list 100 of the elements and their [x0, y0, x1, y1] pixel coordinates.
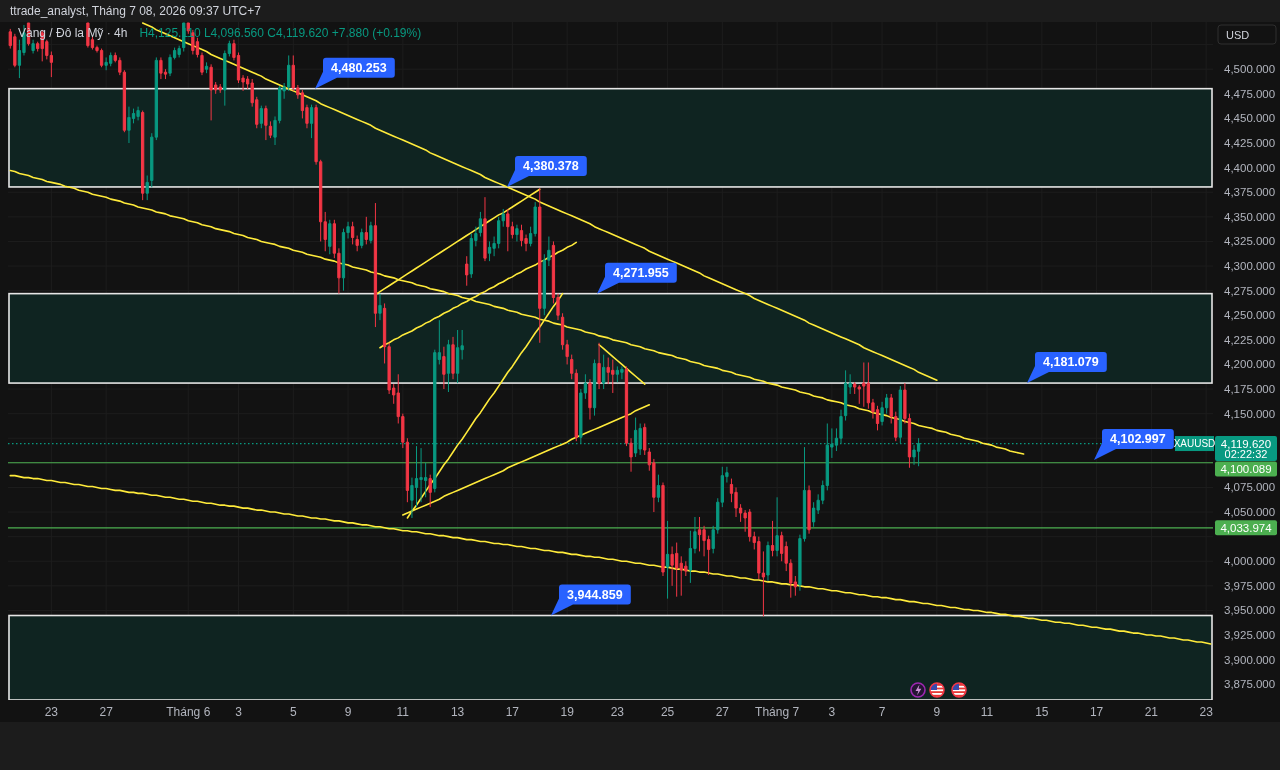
- y-tick-label: 3,875.000: [1224, 678, 1276, 691]
- y-tick-label: 4,250.000: [1224, 309, 1276, 322]
- x-tick-label: 25: [660, 705, 675, 719]
- candlestick: [478, 211, 483, 238]
- candlestick: [127, 106, 131, 144]
- candlestick: [145, 175, 149, 201]
- y-tick-label: 4,425.000: [1224, 137, 1276, 150]
- candlestick: [177, 45, 181, 58]
- x-tick-label: 15: [1035, 705, 1049, 719]
- y-tick-label: 4,175.000: [1224, 383, 1276, 396]
- candlestick: [136, 106, 140, 121]
- candlestick: [373, 202, 378, 328]
- y-tick-label: 4,200.000: [1224, 358, 1276, 371]
- y-tick-label: 4,275.000: [1224, 284, 1276, 297]
- candlestick: [209, 63, 213, 121]
- y-tick-label: 4,375.000: [1224, 186, 1276, 199]
- candlestick: [588, 378, 592, 421]
- x-tick-label: 9: [344, 705, 352, 719]
- x-tick-label: 11: [396, 705, 410, 719]
- x-tick-label: 3: [235, 705, 243, 719]
- x-tick-label: 5: [289, 705, 297, 719]
- annotation: 4,271.955: [613, 265, 669, 280]
- candlestick: [807, 484, 811, 535]
- candlestick: [697, 516, 702, 552]
- x-tick-label: 9: [933, 705, 941, 719]
- candlestick: [218, 83, 222, 94]
- candlestick: [770, 520, 775, 557]
- candlestick: [442, 346, 446, 390]
- candlestick: [483, 196, 487, 262]
- annotation: 4,480.253: [331, 60, 387, 75]
- annotation: 4,102.997: [1110, 431, 1166, 446]
- line-series: [379, 241, 578, 349]
- candlestick: [355, 235, 359, 252]
- candlestick: [268, 120, 273, 139]
- y-tick-label: 4,475.000: [1224, 87, 1276, 100]
- candlestick: [350, 221, 355, 245]
- ref-line-label: 4,119.620: [1220, 437, 1272, 450]
- line-series: [374, 188, 541, 296]
- candlestick: [775, 496, 779, 557]
- y-tick-label: 3,975.000: [1224, 579, 1276, 592]
- candlestick: [378, 293, 382, 321]
- candlestick: [204, 61, 209, 74]
- candlestick: [446, 339, 451, 393]
- y-tick-label: 4,500.000: [1224, 63, 1276, 76]
- candlestick: [597, 342, 601, 390]
- y-tick-label: 4,000.000: [1224, 555, 1276, 568]
- candlestick: [200, 52, 204, 76]
- x-tick-label: 23: [610, 705, 625, 719]
- y-tick-label: 3,950.000: [1224, 604, 1276, 617]
- candlestick: [360, 228, 364, 249]
- candlestick: [519, 224, 524, 247]
- candlestick: [428, 474, 432, 508]
- x-tick-label: 13: [450, 705, 465, 719]
- x-tick-label: Tháng 7: [755, 705, 800, 719]
- candlestick: [515, 224, 519, 242]
- x-tick-label: 21: [1144, 705, 1159, 719]
- candlestick: [665, 520, 670, 600]
- x-tick-label: 23: [44, 705, 59, 719]
- text: ttrade_analyst, Tháng 7 08, 2026 09:37 UTC+7: [10, 4, 262, 18]
- candlestick: [843, 369, 848, 422]
- x-tick-label: 17: [505, 705, 520, 719]
- y-axis-title: USD: [1226, 28, 1250, 41]
- y-tick-label: 4,400.000: [1224, 161, 1276, 174]
- candlestick: [141, 110, 145, 201]
- x-tick-label: 17: [1089, 705, 1104, 719]
- y-tick-label: 3,925.000: [1224, 629, 1276, 642]
- candlestick: [766, 541, 770, 582]
- candlestick: [538, 187, 542, 344]
- y-tick-label: 3,900.000: [1224, 653, 1276, 666]
- y-tick-label: 4,300.000: [1224, 260, 1276, 273]
- x-tick-label: 27: [715, 705, 730, 719]
- text: 02:22:32: [1224, 448, 1268, 461]
- candlestick: [465, 255, 469, 287]
- candlestick: [620, 365, 624, 380]
- y-tick-label: 4,050.000: [1224, 506, 1276, 519]
- x-tick-label: 19: [560, 705, 575, 719]
- x-tick-label: 27: [99, 705, 114, 719]
- y-tick-label: 4,450.000: [1224, 112, 1276, 125]
- candlestick: [369, 221, 373, 244]
- candlestick: [264, 105, 268, 141]
- annotation: 3,944.859: [567, 587, 623, 602]
- line-series: [9, 474, 1212, 645]
- candlestick: [309, 104, 314, 139]
- ref-line-label: 4,033.974: [1220, 521, 1273, 534]
- y-tick-label: 4,075.000: [1224, 481, 1276, 494]
- candlestick: [506, 208, 510, 252]
- y-tick-label: 4,225.000: [1224, 333, 1276, 346]
- candlestick: [31, 39, 35, 54]
- candlestick: [455, 329, 460, 384]
- candlestick: [602, 354, 606, 390]
- x-tick-label: 3: [828, 705, 836, 719]
- x-tick-label: 23: [1199, 705, 1214, 719]
- candlestick: [451, 336, 455, 380]
- candlestick: [259, 105, 263, 129]
- candlestick: [104, 56, 108, 71]
- x-tick-label: Tháng 6: [166, 705, 211, 719]
- annotation: 4,181.079: [1043, 355, 1099, 370]
- x-tick-label: 7: [878, 705, 886, 719]
- candlestick: [487, 240, 492, 262]
- candlestick: [159, 56, 163, 80]
